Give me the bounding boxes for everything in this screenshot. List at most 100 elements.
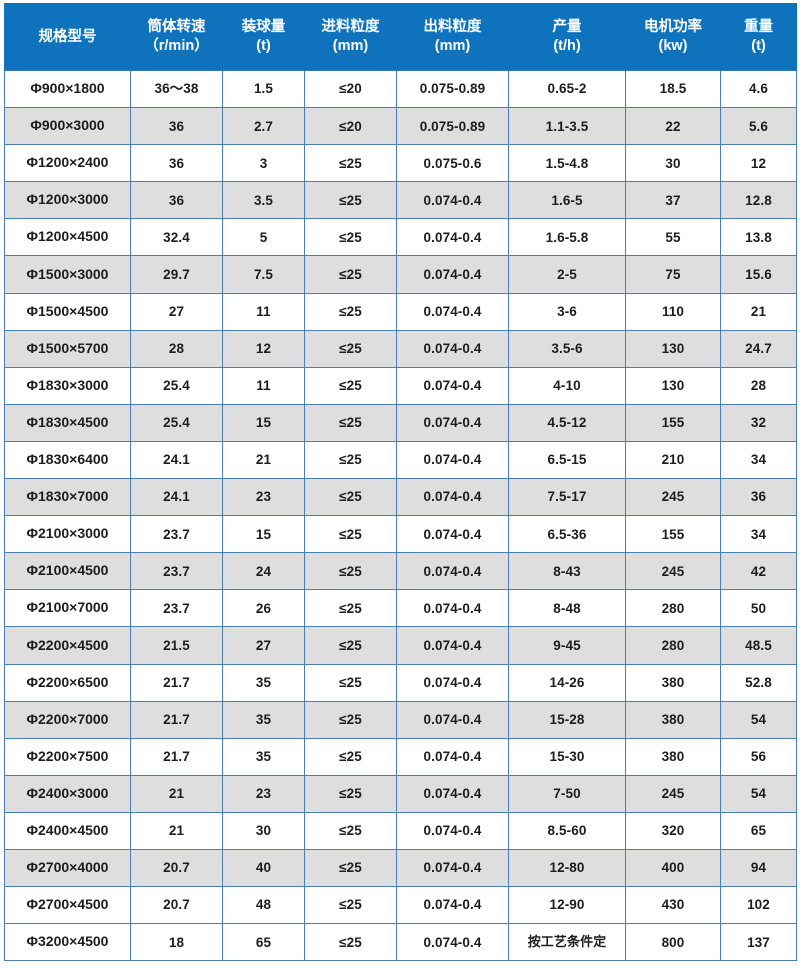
- cell-capacity: 14-26: [508, 663, 626, 702]
- column-unit: (kw): [658, 38, 688, 54]
- cell-feed_size: ≤25: [304, 589, 397, 628]
- cell-discharge_size: 0.074-0.4: [396, 552, 509, 591]
- cell-capacity: 1.5-4.8: [508, 144, 626, 183]
- cell-weight: 94: [720, 848, 797, 888]
- cell-motor_power: 130: [625, 329, 721, 368]
- column-title: 筒体转速: [147, 19, 206, 36]
- cell-weight: 36: [720, 478, 797, 517]
- cell-feed_size: ≤25: [304, 848, 397, 888]
- table-row[interactable]: Φ1200×3000 36 3.5 ≤25 0.074-0.4 1.6-5 37 12.8: [4, 181, 797, 220]
- cell-feed_size: ≤25: [304, 700, 397, 739]
- cell-motor_power: 245: [625, 552, 721, 591]
- table-row[interactable]: Φ1500×3000 29.7 7.5 ≤25 0.074-0.4 2-5 75 15.6: [4, 255, 797, 294]
- table-row[interactable]: Φ2100×7000 23.7 26 ≤25 0.074-0.4 8-48 280 50: [4, 589, 797, 628]
- column-title: 电机功率: [644, 19, 702, 36]
- column-model[interactable]: 规格型号: [4, 3, 131, 71]
- table-body: Φ900×1800 36～38 1.5 ≤20 0.075-0.89 0.65-2 18.5…: [4, 69, 797, 962]
- table-row[interactable]: Φ2200×6500 21.7 35 ≤25 0.074-0.4 14-26 380 52.8: [4, 663, 797, 702]
- cell-motor_power: 22: [625, 107, 721, 146]
- cell-capacity: 6.5-15: [508, 440, 626, 480]
- cell-model: Φ1500×3000: [4, 255, 131, 294]
- cell-discharge_size: 0.074-0.4: [396, 774, 509, 813]
- cell-speed: 32.4: [130, 218, 223, 257]
- cell-ball_load: 30: [222, 811, 305, 850]
- cell-model: Φ2200×7000: [4, 700, 131, 739]
- cell-discharge_size: 0.074-0.4: [396, 886, 509, 925]
- cell-model: Φ1830×3000: [4, 366, 131, 405]
- cell-motor_power: 18.5: [625, 69, 721, 109]
- table-row[interactable]: Φ1830×7000 24.1 23 ≤25 0.074-0.4 7.5-17 245 36: [4, 478, 797, 517]
- cell-weight: 52.8: [720, 663, 797, 702]
- cell-model: Φ900×3000: [4, 107, 131, 146]
- cell-ball_load: 26: [222, 589, 305, 628]
- cell-capacity: 4-10: [508, 366, 626, 405]
- specification-table: 规格型号 筒体转速 （r/min） 装球量 (t) 进料粒度 (mm) 出料粒度 (mm) 产量 (…: [4, 3, 797, 962]
- column-capacity[interactable]: 产量 (t/h): [508, 3, 626, 71]
- table-row[interactable]: Φ2100×4500 23.7 24 ≤25 0.074-0.4 8-43 245 42: [4, 552, 797, 591]
- column-cylinder-speed[interactable]: 筒体转速 （r/min）: [130, 3, 223, 71]
- column-title: 规格型号: [38, 28, 97, 45]
- cell-weight: 5.6: [720, 107, 797, 146]
- table-row[interactable]: Φ1500×4500 27 11 ≤25 0.074-0.4 3-6 110 21: [4, 292, 797, 331]
- column-feed-size[interactable]: 进料粒度 (mm): [304, 3, 397, 71]
- cell-model: Φ1500×4500: [4, 292, 131, 331]
- table-row[interactable]: Φ2200×7500 21.7 35 ≤25 0.074-0.4 15-30 380 56: [4, 737, 797, 776]
- cell-speed: 36: [130, 144, 223, 183]
- cell-motor_power: 280: [625, 589, 721, 628]
- cell-capacity: 0.65-2: [508, 69, 626, 109]
- table-row[interactable]: Φ1200×2400 36 3 ≤25 0.075-0.6 1.5-4.8 30 12: [4, 144, 797, 183]
- table-row[interactable]: Φ900×3000 36 2.7 ≤20 0.075-0.89 1.1-3.5 22 5.6: [4, 107, 797, 146]
- column-weight[interactable]: 重量 (t): [720, 3, 797, 71]
- cell-discharge_size: 0.074-0.4: [396, 403, 509, 442]
- column-unit: (t/h): [553, 38, 581, 54]
- table-row[interactable]: Φ1200×4500 32.4 5 ≤25 0.074-0.4 1.6-5.8 55 13.8: [4, 218, 797, 257]
- cell-feed_size: ≤25: [304, 440, 397, 480]
- cell-motor_power: 280: [625, 626, 721, 665]
- cell-model: Φ1200×3000: [4, 181, 131, 220]
- column-ball-load[interactable]: 装球量 (t): [222, 3, 305, 71]
- table-row[interactable]: Φ2400×3000 21 23 ≤25 0.074-0.4 7-50 245 54: [4, 774, 797, 813]
- table-row[interactable]: Φ2100×3000 23.7 15 ≤25 0.074-0.4 6.5-36 155 34: [4, 515, 797, 554]
- table-row[interactable]: Φ2200×4500 21.5 27 ≤25 0.074-0.4 9-45 280 48.5: [4, 626, 797, 665]
- cell-feed_size: ≤25: [304, 923, 397, 962]
- cell-model: Φ2200×4500: [4, 626, 131, 665]
- cell-motor_power: 380: [625, 737, 721, 776]
- cell-weight: 34: [720, 515, 797, 554]
- cell-model: Φ1200×2400: [4, 144, 131, 183]
- cell-capacity: 15-30: [508, 737, 626, 776]
- cell-model: Φ2100×3000: [4, 515, 131, 554]
- cell-model: Φ3200×4500: [4, 923, 131, 962]
- table-row[interactable]: Φ1830×3000 25.4 11 ≤25 0.074-0.4 4-10 130 28: [4, 366, 797, 405]
- cell-discharge_size: 0.074-0.4: [396, 366, 509, 405]
- column-title: 出料粒度: [423, 19, 482, 36]
- table-row[interactable]: Φ3200×4500 18 65 ≤25 0.074-0.4 按工艺条件定 800 137: [4, 923, 797, 962]
- cell-feed_size: ≤25: [304, 663, 397, 702]
- cell-ball_load: 11: [222, 366, 305, 405]
- cell-feed_size: ≤25: [304, 255, 397, 294]
- table-row[interactable]: Φ1830×4500 25.4 15 ≤25 0.074-0.4 4.5-12 155 32: [4, 403, 797, 442]
- cell-capacity: 12-90: [508, 886, 626, 925]
- cell-ball_load: 12: [222, 329, 305, 368]
- cell-discharge_size: 0.074-0.4: [396, 589, 509, 628]
- column-discharge-size[interactable]: 出料粒度 (mm): [396, 3, 509, 71]
- table-row[interactable]: Φ2400×4500 21 30 ≤25 0.074-0.4 8.5-60 320 65: [4, 811, 797, 850]
- table-row[interactable]: Φ1500×5700 28 12 ≤25 0.074-0.4 3.5-6 130 24.7: [4, 329, 797, 368]
- column-motor-power[interactable]: 电机功率 (kw): [625, 3, 721, 71]
- table-row[interactable]: Φ900×1800 36～38 1.5 ≤20 0.075-0.89 0.65-2 18.5…: [4, 69, 797, 109]
- cell-ball_load: 1.5: [222, 69, 305, 109]
- table-row[interactable]: Φ1830×6400 24.1 21 ≤25 0.074-0.4 6.5-15 210 34: [4, 440, 797, 480]
- column-unit: (t): [751, 38, 766, 54]
- table-row[interactable]: Φ2200×7000 21.7 35 ≤25 0.074-0.4 15-28 380 54: [4, 700, 797, 739]
- cell-weight: 137: [720, 923, 797, 962]
- cell-weight: 50: [720, 589, 797, 628]
- cell-motor_power: 37: [625, 181, 721, 220]
- table-row[interactable]: Φ2700×4500 20.7 48 ≤25 0.074-0.4 12-90 430 102: [4, 886, 797, 925]
- table-row[interactable]: Φ2700×4000 20.7 40 ≤25 0.074-0.4 12-80 400 94: [4, 848, 797, 888]
- cell-speed: 21.7: [130, 663, 223, 702]
- cell-feed_size: ≤25: [304, 811, 397, 850]
- cell-discharge_size: 0.075-0.89: [396, 69, 509, 109]
- cell-ball_load: 48: [222, 886, 305, 925]
- cell-motor_power: 110: [625, 292, 721, 331]
- table-header-row: 规格型号 筒体转速 （r/min） 装球量 (t) 进料粒度 (mm) 出料粒度 (mm) 产量 (…: [4, 3, 797, 71]
- cell-capacity: 4.5-12: [508, 403, 626, 442]
